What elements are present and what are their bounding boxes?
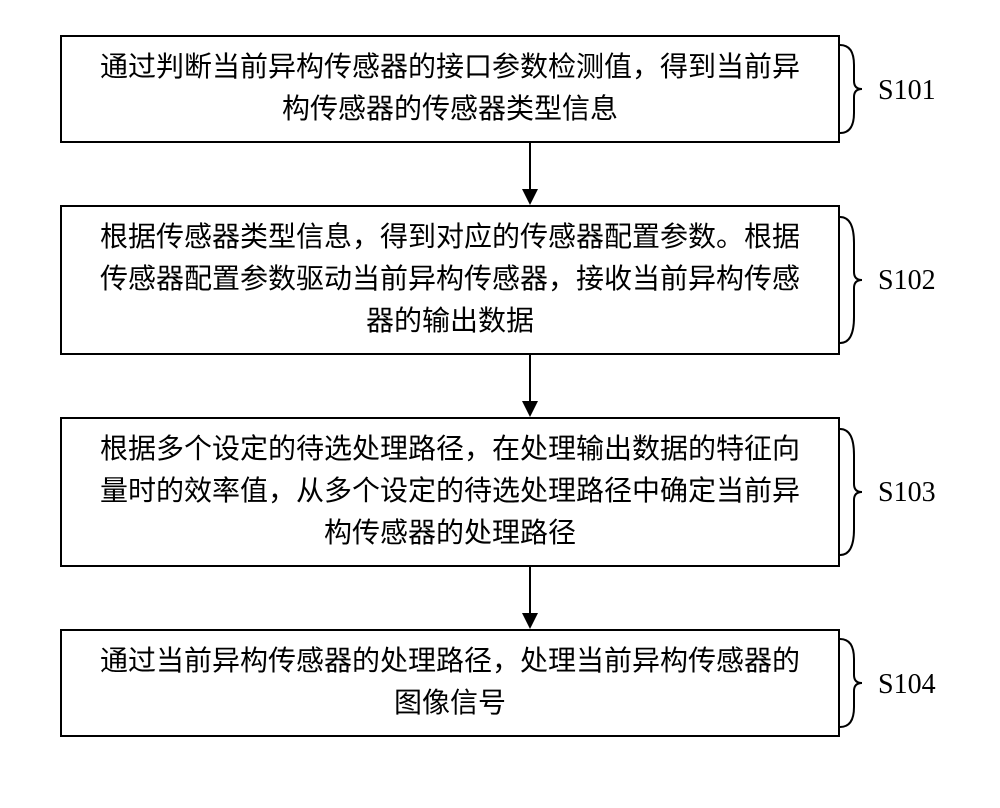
step-box-3: 根据多个设定的待选处理路径，在处理输出数据的特征向量时的效率值，从多个设定的待选… — [60, 417, 840, 567]
step-label-4: S104 — [878, 669, 936, 701]
arrow-2 — [140, 355, 920, 417]
flowchart-container: 通过判断当前异构传感器的接口参数检测值，得到当前异构传感器的传感器类型信息 S1… — [0, 0, 1000, 737]
bracket-3 — [840, 417, 870, 567]
arrow-3 — [140, 567, 920, 629]
step-label-2: S102 — [878, 265, 936, 297]
step-label-3: S103 — [878, 477, 936, 509]
step-box-1: 通过判断当前异构传感器的接口参数检测值，得到当前异构传感器的传感器类型信息 — [60, 35, 840, 143]
step-row-1: 通过判断当前异构传感器的接口参数检测值，得到当前异构传感器的传感器类型信息 S1… — [0, 35, 1000, 143]
step-text-4: 通过当前异构传感器的处理路径，处理当前异构传感器的图像信号 — [92, 641, 808, 725]
step-label-1: S101 — [878, 75, 936, 107]
step-row-3: 根据多个设定的待选处理路径，在处理输出数据的特征向量时的效率值，从多个设定的待选… — [0, 417, 1000, 567]
step-box-2: 根据传感器类型信息，得到对应的传感器配置参数。根据传感器配置参数驱动当前异构传感… — [60, 205, 840, 355]
arrow-1 — [140, 143, 920, 205]
bracket-1 — [840, 35, 870, 143]
step-text-3: 根据多个设定的待选处理路径，在处理输出数据的特征向量时的效率值，从多个设定的待选… — [92, 429, 808, 555]
step-row-4: 通过当前异构传感器的处理路径，处理当前异构传感器的图像信号 S104 — [0, 629, 1000, 737]
bracket-4 — [840, 629, 870, 737]
step-text-1: 通过判断当前异构传感器的接口参数检测值，得到当前异构传感器的传感器类型信息 — [92, 47, 808, 131]
step-row-2: 根据传感器类型信息，得到对应的传感器配置参数。根据传感器配置参数驱动当前异构传感… — [0, 205, 1000, 355]
step-box-4: 通过当前异构传感器的处理路径，处理当前异构传感器的图像信号 — [60, 629, 840, 737]
step-text-2: 根据传感器类型信息，得到对应的传感器配置参数。根据传感器配置参数驱动当前异构传感… — [92, 217, 808, 343]
bracket-2 — [840, 205, 870, 355]
